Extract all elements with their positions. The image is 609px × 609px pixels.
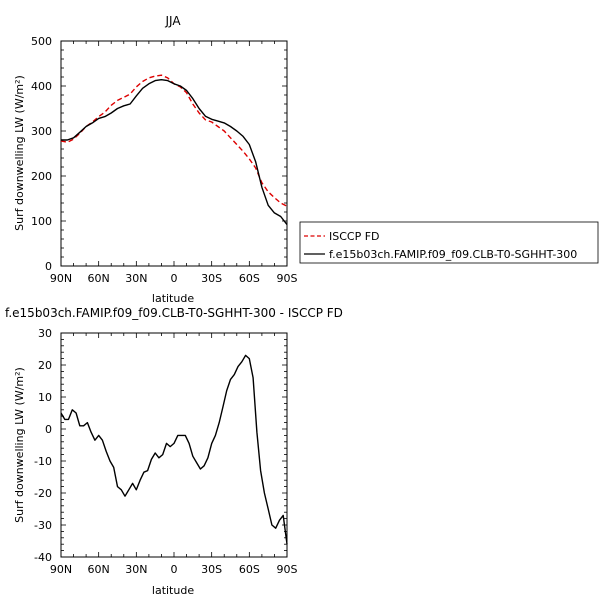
- y-tick-label: 30: [38, 327, 52, 340]
- x-tick-label: 60S: [239, 272, 260, 285]
- axes-bottom: 90N 60N 30N 0 30S 60S 90S -40 -30 -20 -10 0 10 20 30: [34, 327, 297, 576]
- panel-top: JJA Surf downwelling LW (W/m²) latitude …: [13, 14, 298, 305]
- series-line-1: [60, 354, 288, 545]
- y-axis-label: Surf downwelling LW (W/m²): [13, 367, 26, 523]
- y-tick-label: 0: [45, 260, 52, 273]
- y-tick-label: 400: [31, 80, 52, 93]
- x-tick-label: 60N: [88, 563, 110, 576]
- axes-top: 90N 60N 30N 0 30S 60S 90S 0 100 200 300 400 500: [31, 35, 298, 285]
- y-tick-label: -30: [34, 519, 52, 532]
- x-tick-label: 30S: [201, 563, 222, 576]
- y-tick-label: -40: [34, 551, 52, 564]
- x-tick-label: 0: [171, 272, 178, 285]
- x-tick-label: 90S: [277, 563, 298, 576]
- y-tick-label: 100: [31, 215, 52, 228]
- series-line-1: [60, 74, 288, 207]
- plot-frame: [60, 332, 288, 558]
- y-tick-label: 500: [31, 35, 52, 48]
- x-tick-label: 90N: [50, 563, 72, 576]
- y-tick-label: 0: [45, 423, 52, 436]
- y-tick-label: 300: [31, 125, 52, 138]
- chart-title: f.e15b03ch.FAMIP.f09_f09.CLB-T0-SGHHT-30…: [5, 306, 343, 320]
- legend-label-isccp: ISCCP FD: [329, 230, 380, 243]
- x-axis-label: latitude: [152, 292, 194, 305]
- y-tick-label: 10: [38, 391, 52, 404]
- x-tick-label: 30S: [201, 272, 222, 285]
- y-tick-label: 200: [31, 170, 52, 183]
- legend: ISCCP FD f.e15b03ch.FAMIP.f09_f09.CLB-T0…: [299, 221, 599, 264]
- legend-box: [299, 221, 599, 264]
- x-tick-label: 60S: [239, 563, 260, 576]
- x-tick-label: 0: [171, 563, 178, 576]
- x-axis-label: latitude: [152, 584, 194, 597]
- x-tick-label: 90S: [277, 272, 298, 285]
- y-tick-label: 20: [38, 359, 52, 372]
- legend-label-model: f.e15b03ch.FAMIP.f09_f09.CLB-T0-SGHHT-30…: [329, 248, 577, 261]
- x-tick-label: 30N: [125, 563, 147, 576]
- x-tick-label: 60N: [88, 272, 110, 285]
- y-tick-label: -20: [34, 487, 52, 500]
- series-top: [60, 74, 288, 226]
- chart-title: JJA: [164, 14, 181, 28]
- y-tick-label: -10: [34, 455, 52, 468]
- panel-bottom: f.e15b03ch.FAMIP.f09_f09.CLB-T0-SGHHT-30…: [5, 306, 343, 597]
- x-tick-label: 90N: [50, 272, 72, 285]
- series-line-2: [61, 78, 288, 226]
- series-bottom: [60, 354, 288, 545]
- x-tick-label: 30N: [125, 272, 147, 285]
- y-axis-label: Surf downwelling LW (W/m²): [13, 75, 26, 231]
